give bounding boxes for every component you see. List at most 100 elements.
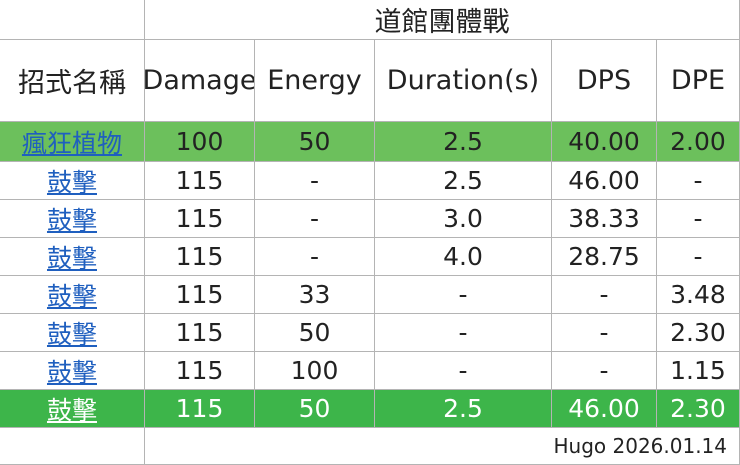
cell-value: 115	[175, 318, 224, 347]
table-cell: 2.5	[375, 390, 552, 428]
cell-value: 4.0	[443, 242, 483, 271]
cell-value: -	[309, 242, 320, 271]
cell-value: 28.75	[568, 242, 640, 271]
cell-value: 33	[298, 280, 331, 309]
cell-value: 1.15	[670, 356, 726, 385]
cell-value: 115	[175, 356, 224, 385]
table-cell: -	[657, 238, 740, 276]
cell-value: 2.5	[443, 127, 483, 156]
table-cell: 鼓擊	[0, 276, 145, 314]
header-cell: DPS	[552, 40, 657, 122]
cell-value: 2.5	[443, 166, 483, 195]
table-cell: 115	[145, 352, 255, 390]
table-cell: 1.15	[657, 352, 740, 390]
cell-value: 3.0	[443, 204, 483, 233]
header-cell: Damage	[145, 40, 255, 122]
header-cell: 招式名稱	[0, 40, 145, 122]
cell-value: 50	[298, 127, 331, 156]
blank-cell	[0, 428, 145, 465]
table-cell: 115	[145, 200, 255, 238]
move-link[interactable]: 鼓擊	[46, 357, 97, 387]
table-cell: 2.5	[375, 162, 552, 200]
cell-value: -	[599, 280, 609, 309]
cell-value: -	[458, 280, 468, 309]
table-cell: 115	[145, 314, 255, 352]
cell-value: 46.00	[568, 394, 640, 423]
table-cell: 100	[145, 122, 255, 162]
cell-value: -	[458, 318, 468, 347]
move-link[interactable]: 鼓擊	[46, 319, 97, 349]
table-cell: 3.0	[375, 200, 552, 238]
table-cell: 鼓擊	[0, 390, 145, 428]
title-cell: 道館團體戰	[145, 0, 740, 40]
table-cell: 2.30	[657, 390, 740, 428]
move-link[interactable]: 鼓擊	[46, 281, 97, 311]
table-cell: -	[255, 200, 375, 238]
header-cell: Energy	[255, 40, 375, 122]
cell-value: 2.30	[670, 318, 726, 347]
cell-value: -	[693, 242, 703, 271]
table-cell: -	[552, 314, 657, 352]
cell-value: 115	[175, 166, 224, 195]
cell-value: 2.5	[443, 394, 483, 423]
table-cell: 50	[255, 122, 375, 162]
table-cell: 鼓擊	[0, 352, 145, 390]
header-cell: Duration(s)	[375, 40, 552, 122]
table-cell: 33	[255, 276, 375, 314]
cell-value: 115	[175, 242, 224, 271]
table-cell: 115	[145, 162, 255, 200]
move-link[interactable]: 鼓擊	[46, 243, 97, 273]
table-cell: 瘋狂植物	[0, 122, 145, 162]
table-cell: 50	[255, 390, 375, 428]
table-cell: 46.00	[552, 162, 657, 200]
table-cell: 100	[255, 352, 375, 390]
cell-value: 100	[290, 356, 339, 385]
cell-value: 100	[175, 127, 224, 156]
cell-value: -	[458, 356, 468, 385]
table-cell: 鼓擊	[0, 314, 145, 352]
footer-cell: Hugo 2026.01.14	[145, 428, 740, 465]
table-cell: -	[552, 352, 657, 390]
table-cell: 鼓擊	[0, 200, 145, 238]
move-link[interactable]: 鼓擊	[46, 167, 97, 197]
cell-value: -	[693, 166, 703, 195]
table-cell: 38.33	[552, 200, 657, 238]
move-link[interactable]: 瘋狂植物	[21, 128, 122, 158]
header-text: Damage	[145, 65, 255, 96]
cell-value: 115	[175, 280, 224, 309]
table-cell: 鼓擊	[0, 162, 145, 200]
cell-value: -	[599, 356, 609, 385]
table-cell: 4.0	[375, 238, 552, 276]
header-text: DPE	[670, 65, 726, 96]
cell-value: 115	[175, 394, 224, 423]
table-cell: 3.48	[657, 276, 740, 314]
table-cell: 2.5	[375, 122, 552, 162]
cell-value: 50	[298, 394, 331, 423]
table-cell: -	[255, 238, 375, 276]
cell-value: 38.33	[568, 204, 640, 233]
move-link[interactable]: 鼓擊	[46, 205, 97, 235]
cell-value: 40.00	[568, 127, 640, 156]
cell-value: 2.30	[670, 394, 726, 423]
table-cell: -	[552, 276, 657, 314]
footer-text: Hugo 2026.01.14	[553, 434, 727, 458]
table-cell: -	[657, 162, 740, 200]
move-link[interactable]: 鼓擊	[46, 395, 97, 425]
header-text: Duration(s)	[386, 65, 540, 96]
cell-value: 3.48	[670, 280, 726, 309]
blank-cell	[0, 0, 145, 40]
cell-value: -	[309, 204, 320, 233]
table-cell: 28.75	[552, 238, 657, 276]
table-cell: 鼓擊	[0, 238, 145, 276]
table-title: 道館團體戰	[374, 7, 510, 38]
header-text: 招式名稱	[18, 68, 126, 99]
table-cell: 115	[145, 238, 255, 276]
table-cell: 2.00	[657, 122, 740, 162]
table-cell: -	[375, 314, 552, 352]
header-text: DPS	[576, 65, 632, 96]
header-cell: DPE	[657, 40, 740, 122]
header-text: Energy	[267, 65, 362, 96]
table-cell: 2.30	[657, 314, 740, 352]
table-cell: -	[375, 276, 552, 314]
